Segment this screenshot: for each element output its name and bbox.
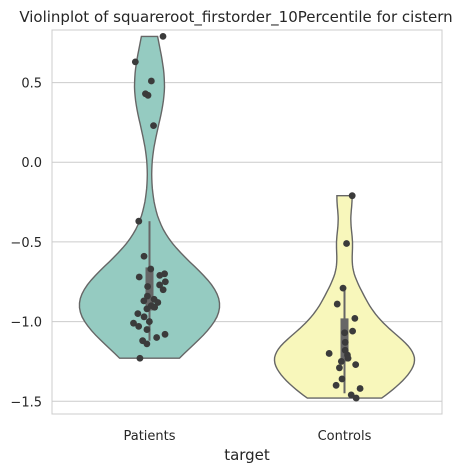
data-point [147,265,155,273]
data-point [147,77,155,85]
y-tick-label: 0.5 [21,77,42,92]
data-point [161,278,169,286]
data-point [338,375,346,383]
data-point [161,330,169,338]
data-point [348,192,356,200]
y-tick-label: −1.0 [10,316,42,331]
chart-title: Violinplot of squareroot_firstorder_10Pe… [19,8,452,27]
data-point [136,354,144,362]
data-point [154,299,162,306]
data-point [135,273,143,281]
data-point [343,240,350,247]
data-point [339,284,347,292]
data-point [143,292,151,300]
data-point [351,314,359,322]
data-point [145,318,153,325]
data-point [159,32,167,40]
y-tick-label: 0.0 [21,156,42,171]
data-point [135,322,143,330]
x-axis-ticks: Patients Controls [123,429,371,444]
data-point [341,329,349,337]
violin-patients [78,35,221,359]
data-point [144,283,152,290]
data-point [352,361,360,369]
data-point [130,319,137,327]
data-point [344,354,352,362]
data-point [336,364,343,372]
data-point [140,297,148,305]
x-tick-label: Patients [123,429,175,444]
data-point [352,394,360,402]
grid-lines [52,82,442,402]
data-point [151,303,159,311]
data-point [143,340,151,348]
data-point [159,286,167,294]
data-point [143,326,151,333]
data-point [140,252,148,260]
data-point [150,122,157,130]
data-point [356,385,364,392]
y-tick-label: −1.5 [10,395,42,410]
data-point [347,391,355,399]
data-point [332,381,340,389]
y-axis-ticks: 0.5 0.0 −0.5 −1.0 −1.5 [10,77,42,411]
data-point [134,310,142,318]
data-point [337,358,345,365]
data-point [131,58,139,66]
x-axis-label: target [224,446,270,464]
data-point [135,217,143,225]
data-point [156,281,164,289]
data-point [349,327,356,335]
data-point [156,271,164,279]
x-tick-label: Controls [318,429,372,444]
data-point [325,350,333,357]
data-point [333,300,341,308]
data-point [341,338,349,346]
strip-points [130,32,364,402]
data-point [143,305,151,313]
data-point [153,334,161,341]
data-point [140,313,148,321]
data-point [144,91,152,99]
y-tick-label: −0.5 [10,236,42,251]
